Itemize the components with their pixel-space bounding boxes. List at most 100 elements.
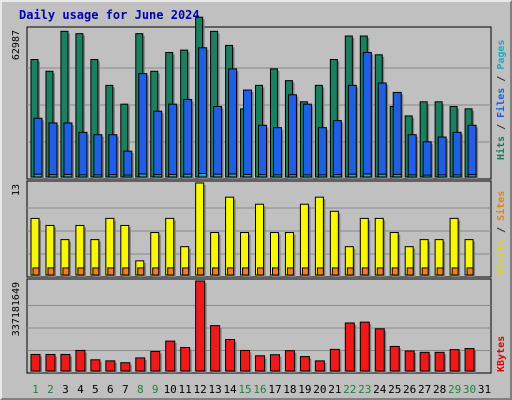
legend-part: Files [495,88,507,118]
bar-files-day-15 [243,89,253,178]
bar-sites-day-6 [107,267,115,276]
bar-pages-day-16-shadow [260,176,269,179]
bar-files-day-14 [228,68,238,178]
bar-pages-day-26 [407,174,417,178]
day-label-25: 25 [388,383,401,396]
legend-part: KBytes [496,336,507,372]
day-label-30: 30 [463,383,476,396]
panel-hits-files-pages: 62987 [11,16,492,180]
bar-kbytes-day-19 [299,356,310,372]
bar-sites-day-26 [406,267,414,276]
bar-visits-day-24 [374,217,384,276]
bar-files-day-2 [48,122,58,178]
series-sites [32,267,476,277]
bar-kbytes-day-22 [344,322,355,372]
bar-files-day-13 [213,106,223,178]
bar-visits-day-10 [165,217,175,276]
day-label-16: 16 [253,383,266,396]
bar-visits-day-16 [255,203,265,276]
bar-pages-day-19 [302,174,312,178]
bar-kbytes-day-9 [150,351,161,372]
day-label-5: 5 [92,383,99,396]
bar-kbytes-day-26 [404,350,415,372]
bar-kbytes-day-24 [374,328,385,372]
bar-sites-day-2 [47,267,55,276]
bar-pages-day-3 [63,173,73,178]
bar-sites-day-28 [436,267,444,276]
bar-pages-day-15-shadow [245,176,254,179]
legend-part: Hits [495,136,507,160]
day-labels: 1 2 3 4 5 6 7 8 9 10 11 12 13 14 15 16 17 18 19 20 21 22 23 24 2… [32,383,491,396]
bar-pages-day-13 [213,173,223,178]
bar-pages-day-27-shadow [425,177,434,179]
day-label-21: 21 [328,383,341,396]
chart-title: Daily usage for June 2024 [19,8,200,22]
bar-kbytes-day-18 [284,350,295,372]
bar-files-day-6 [108,134,118,178]
axis-max-label: 13 [11,184,22,196]
day-label-23: 23 [358,383,371,396]
bar-sites-day-18 [286,267,294,276]
bar-pages-day-5 [93,174,103,178]
bar-pages-day-4 [78,174,88,178]
bar-files-day-29 [452,131,462,178]
bar-pages-day-26-shadow [410,176,419,179]
bar-pages-day-6-shadow [110,176,119,179]
bar-files-day-28 [437,136,447,178]
bar-kbytes-day-30 [464,348,475,372]
day-label-12: 12 [194,383,207,396]
day-label-1: 1 [32,383,39,396]
bar-pages-day-18 [287,174,297,178]
bar-files-day-3 [63,122,73,178]
bar-files-day-20 [317,127,327,178]
bar-pages-day-11-shadow [185,176,194,179]
legend-part: Sites [495,191,507,221]
bar-pages-day-27 [422,174,432,178]
bar-files-day-16 [258,124,268,178]
legend-bottom: KBytes [496,336,507,372]
day-label-24: 24 [373,383,387,396]
bar-sites-day-23 [361,267,369,276]
bar-sites-day-19 [301,267,309,276]
legend-part: / [496,221,507,239]
bar-visits-day-12 [195,182,205,276]
bar-pages-day-18-shadow [290,176,299,179]
bar-sites-day-21 [331,267,339,276]
bar-sites-day-30 [466,267,474,276]
bar-sites-day-9 [152,267,160,276]
bar-kbytes-day-21 [329,348,340,372]
bar-pages-day-7 [123,174,133,178]
bar-sites-day-29 [451,267,459,276]
bar-sites-day-12 [197,267,205,276]
bar-files-day-17 [272,127,282,178]
legend-part: Pages [496,40,507,70]
bar-pages-day-10-shadow [170,176,179,179]
day-label-19: 19 [298,383,311,396]
bar-sites-day-22 [346,267,354,276]
bar-pages-day-1 [33,173,43,178]
series-kbytes [30,280,477,373]
bar-sites-day-20 [316,267,324,276]
day-label-27: 27 [418,383,431,396]
bar-kbytes-day-5 [90,359,101,372]
bar-pages-day-11 [183,173,193,178]
bar-sites-day-13 [212,267,220,276]
bar-pages-day-21-shadow [335,176,344,179]
bar-pages-day-12 [198,172,208,178]
day-label-2: 2 [47,383,54,396]
bar-pages-day-2 [48,174,58,178]
bar-pages-day-19-shadow [305,176,314,179]
bar-pages-day-21 [332,174,342,178]
bar-files-day-4 [78,131,88,178]
bar-files-day-12 [198,47,208,178]
bar-pages-day-13-shadow [215,176,224,179]
bar-sites-day-8 [137,267,145,276]
bar-pages-day-10 [168,173,178,178]
bar-pages-day-4-shadow [80,176,89,179]
bar-kbytes-day-11 [180,347,191,372]
chart-panels: 62987 13 337181649 [11,16,492,374]
bar-kbytes-day-14 [225,339,236,372]
panel-visits-sites: 13 [11,180,492,278]
bar-files-day-24 [377,82,387,178]
bar-sites-day-15 [242,267,250,276]
